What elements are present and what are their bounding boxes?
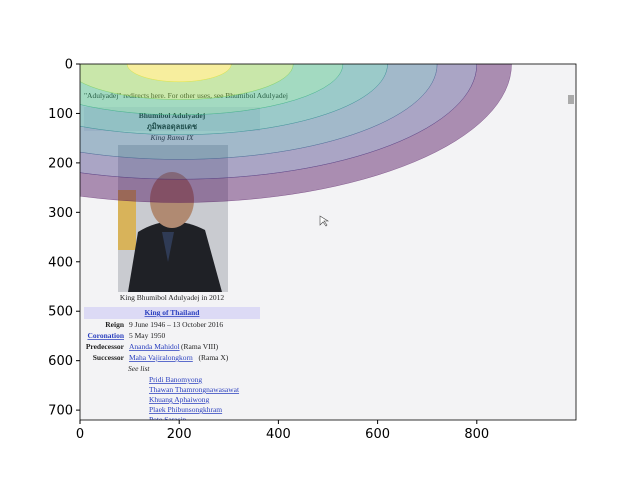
row-value[interactable]: Ananda Mahidol (129, 342, 180, 351)
contour-band (80, 64, 438, 160)
contour-band (80, 64, 512, 203)
x-tick-label: 800 (464, 427, 489, 442)
x-tick-label: 600 (365, 427, 390, 442)
epithet: King Rama IX (150, 133, 194, 142)
photo (118, 145, 228, 292)
contour-band (80, 64, 478, 180)
y-tick-label: 300 (48, 206, 73, 221)
list-link[interactable]: Pridi Banomyong (149, 375, 202, 384)
x-tick-label: 0 (76, 427, 84, 442)
y-tick-label: 500 (48, 305, 73, 320)
native-name: ภูมิพลอดุลยเดช (147, 122, 197, 132)
header-box (84, 307, 260, 319)
cursor (319, 215, 330, 227)
y-tick-label: 700 (48, 404, 73, 419)
contour-band (126, 64, 232, 83)
hatnote: "Adulyadej" redirects here. For other us… (84, 91, 288, 100)
row-label[interactable]: Coronation (87, 331, 124, 340)
list-link[interactable]: Pote Sarasin (149, 415, 187, 424)
row-note: (Rama X) (199, 353, 229, 362)
row-label: Successor (93, 353, 125, 362)
row-value: 9 June 1946 – 13 October 2016 (129, 320, 223, 329)
scrollbar[interactable] (568, 95, 574, 104)
x-tick-label: 400 (266, 427, 291, 442)
y-tick-label: 400 (48, 255, 73, 270)
y-tick-label: 0 (65, 58, 73, 73)
caption: King Bhumibol Adulyadej in 2012 (120, 293, 224, 302)
x-tick-label: 200 (167, 427, 192, 442)
list-link[interactable]: Plaek Phibunsongkhram (149, 405, 222, 414)
screenshot: "Adulyadej" redirects here. For other us… (80, 64, 576, 424)
axes-frame (79, 63, 577, 421)
list-link[interactable]: Thawan Thamrongnawasawat (149, 385, 240, 394)
header[interactable]: King of Thailand (145, 308, 201, 317)
row-note: (Rama VIII) (181, 342, 219, 351)
row-label: Reign (105, 320, 125, 329)
y-tick-label: 200 (48, 156, 73, 171)
name: Bhumibol Adulyadej (139, 111, 206, 120)
row-label: Predecessor (86, 342, 125, 351)
see-list: See list (128, 364, 150, 373)
list-link[interactable]: Khuang Aphaiwong (149, 395, 209, 404)
row-value: 5 May 1950 (129, 331, 165, 340)
y-tick-label: 100 (48, 107, 73, 122)
row-value[interactable]: Maha Vajiralongkorn (129, 353, 193, 362)
y-tick-label: 600 (48, 354, 73, 369)
